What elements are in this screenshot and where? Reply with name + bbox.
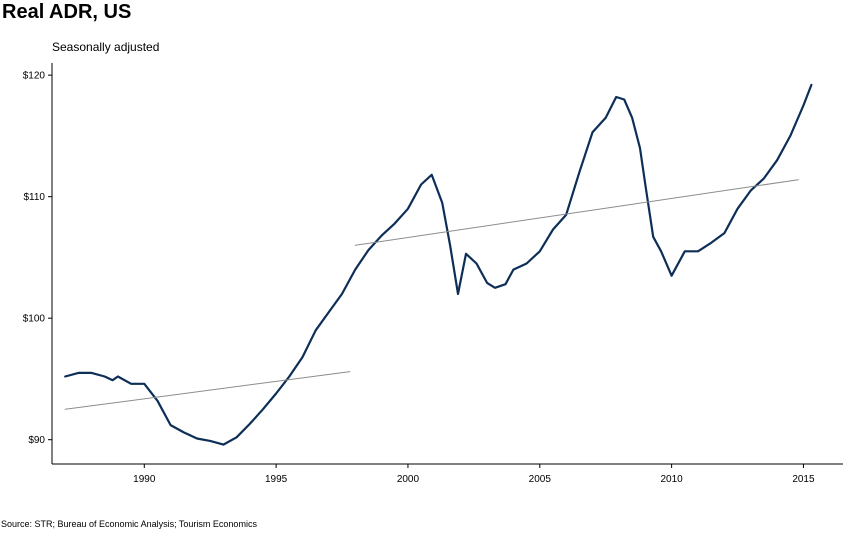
x-tick-label: 2005 [529, 474, 552, 485]
chart-title: Real ADR, US [2, 1, 132, 23]
y-tick-label: $120 [23, 71, 46, 82]
y-tick-label: $90 [28, 435, 45, 446]
trend-line-1987-1997 [64, 371, 351, 410]
y-tick-label: $100 [23, 314, 46, 325]
chart-subtitle: Seasonally adjusted [52, 40, 160, 54]
source-note: Source: STR; Bureau of Economic Analysis… [1, 519, 257, 529]
x-tick-label: 2015 [792, 474, 815, 485]
series-layer [64, 83, 813, 446]
axes: $90 $100 $110 $120 1990 1995 2000 2005 2010 2015 [23, 63, 843, 485]
trend-line-1998-2014 [354, 179, 799, 246]
x-tick-label: 1995 [265, 474, 288, 485]
x-tick-label: 2010 [660, 474, 683, 485]
series-line-real-adr [64, 83, 813, 446]
y-tick-label: $110 [23, 192, 45, 203]
x-tick-label: 1990 [133, 474, 156, 485]
x-tick-label: 2000 [397, 474, 420, 485]
